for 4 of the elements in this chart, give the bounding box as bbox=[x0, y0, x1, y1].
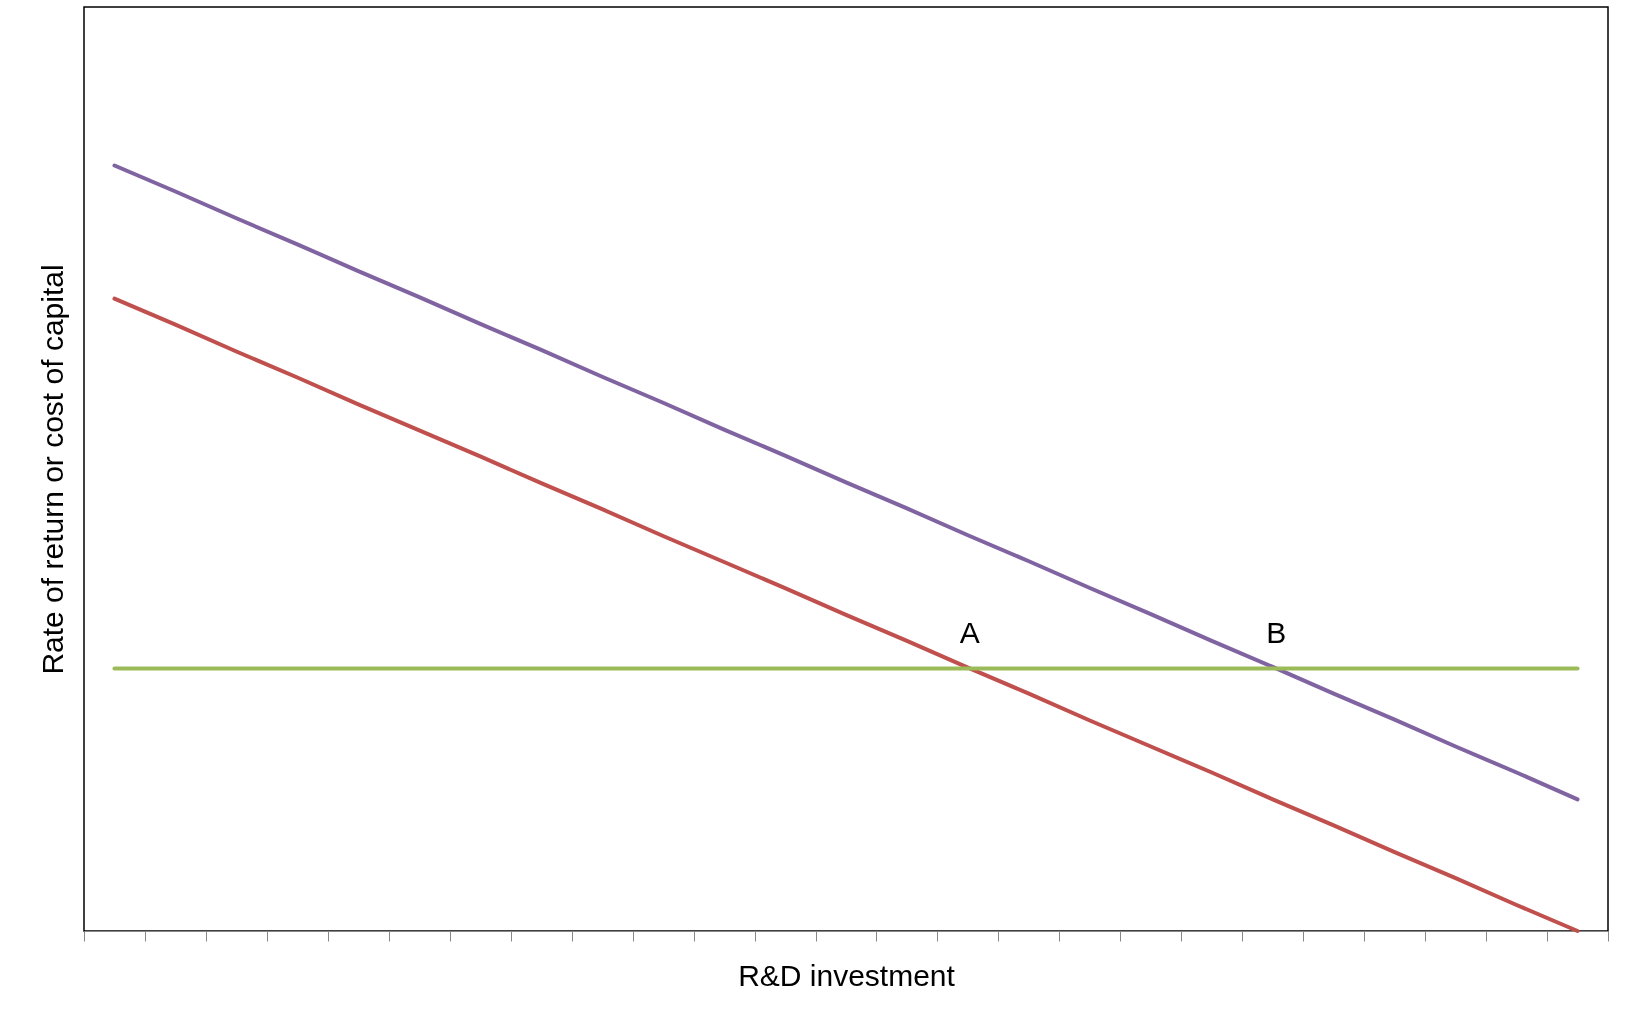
annotation: B bbox=[1266, 616, 1287, 650]
annotation: A bbox=[959, 616, 980, 650]
x-axis-title: R&D investment bbox=[738, 958, 956, 992]
y-axis-title: Rate of return or cost of capital bbox=[35, 264, 69, 675]
